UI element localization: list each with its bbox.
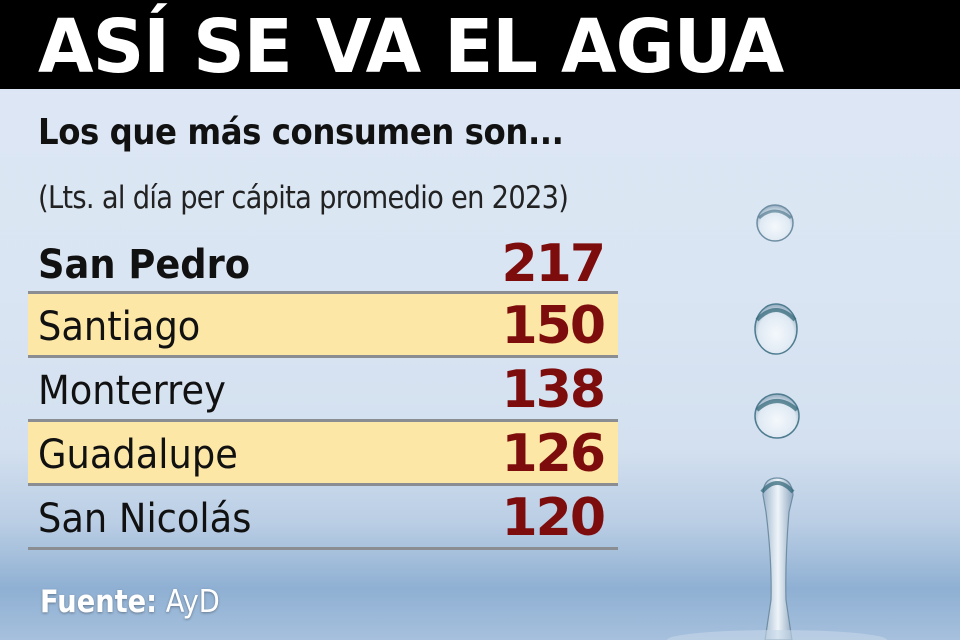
water-drop-icon [754,303,798,355]
table-row: San Pedro 217 [28,232,618,294]
table-row: Santiago 150 [28,294,618,358]
municipality-name: Monterrey [38,368,226,414]
water-drop-icon [756,204,794,242]
municipality-name: San Nicolás [38,496,252,542]
source-value: AyD [165,584,220,620]
consumption-value: 150 [501,296,606,356]
title-banner: ASÍ SE VA EL AGUA [0,0,960,89]
water-column-icon [667,477,887,640]
water-drop-icon [754,393,800,439]
municipality-name: Guadalupe [38,432,238,478]
unit-note: (Lts. al día per cápita promedio en 2023… [38,180,569,216]
municipality-name: San Pedro [38,242,251,288]
consumption-value: 138 [501,360,606,420]
table-row: San Nicolás 120 [28,486,618,550]
page-title: ASÍ SE VA EL AGUA [38,4,784,90]
source-credit: Fuente: AyD [40,584,220,620]
table-row: Guadalupe 126 [28,422,618,486]
consumption-value: 217 [501,234,606,294]
consumption-value: 126 [501,424,606,484]
municipality-name: Santiago [38,304,201,350]
source-label: Fuente: [40,584,158,620]
table-row: Monterrey 138 [28,358,618,422]
consumption-value: 120 [501,488,606,548]
consumption-table: San Pedro 217 Santiago 150 Monterrey 138… [28,232,618,550]
subtitle: Los que más consumen son... [38,112,564,153]
